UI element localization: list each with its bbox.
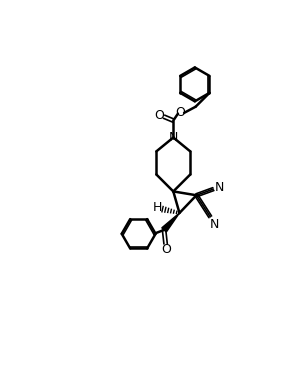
Text: N: N xyxy=(209,218,219,231)
Text: O: O xyxy=(162,243,171,256)
Text: N: N xyxy=(168,131,178,144)
Text: O: O xyxy=(175,106,185,120)
Text: N: N xyxy=(215,181,224,194)
Text: H: H xyxy=(153,201,163,214)
Text: O: O xyxy=(155,109,164,123)
Polygon shape xyxy=(162,213,180,232)
